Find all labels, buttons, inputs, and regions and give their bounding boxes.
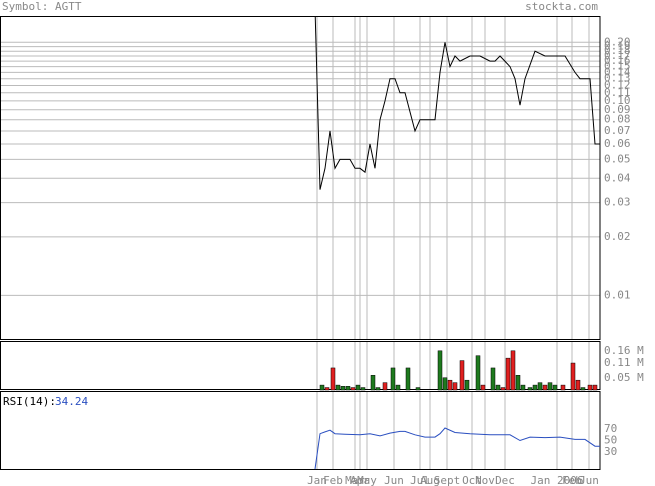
rsi-label: RSI(14): bbox=[3, 395, 56, 408]
volume-bar bbox=[415, 387, 421, 391]
y-tick-label: 0.16 bbox=[604, 54, 631, 67]
y-tick-label: 0.03 bbox=[604, 196, 631, 209]
volume-bar bbox=[405, 367, 411, 391]
volume-bar bbox=[560, 384, 566, 391]
volume-bar bbox=[324, 387, 330, 391]
volume-bar bbox=[532, 384, 538, 391]
volume-bar bbox=[587, 384, 593, 391]
y-tick-label: 0.11 bbox=[604, 86, 631, 99]
volume-bar bbox=[447, 379, 453, 391]
x-tick-label: Feb bbox=[562, 474, 582, 486]
y-tick-label: 0.19 bbox=[604, 40, 631, 53]
price-line bbox=[314, 16, 600, 190]
volume-bar bbox=[505, 357, 511, 391]
volume-bar bbox=[580, 387, 586, 391]
panel-border bbox=[0, 391, 601, 470]
y-tick-label: 0.01 bbox=[604, 288, 631, 301]
x-tick-label: Jul bbox=[410, 474, 430, 486]
x-tick-label: Nov bbox=[475, 474, 495, 486]
volume-bar bbox=[552, 384, 558, 391]
volume-bar bbox=[370, 375, 376, 391]
y-tick-label: 0.02 bbox=[604, 230, 631, 243]
y-tick-label: 0.18 bbox=[604, 44, 631, 57]
volume-bar bbox=[375, 387, 381, 391]
panel-border bbox=[0, 341, 601, 390]
y-tick-label: 0.07 bbox=[604, 124, 631, 137]
y-tick-label: 0.06 bbox=[604, 137, 631, 150]
volume-bar bbox=[510, 350, 516, 391]
volume-bar bbox=[345, 386, 351, 391]
x-tick-label: Dec bbox=[495, 474, 515, 486]
x-tick-label: Jun bbox=[384, 474, 404, 486]
volume-bar bbox=[459, 360, 465, 391]
volume-bar bbox=[382, 382, 388, 391]
volume-bar bbox=[360, 387, 366, 391]
y-tick-label: 70 bbox=[604, 422, 617, 435]
x-tick-label: May bbox=[357, 474, 377, 486]
panel-border bbox=[0, 16, 601, 340]
rsi-line bbox=[314, 427, 600, 470]
x-tick-label: Sept bbox=[434, 474, 461, 486]
y-tick-label: 50 bbox=[604, 434, 617, 447]
volume-bar bbox=[395, 384, 401, 391]
site: stockta.com bbox=[525, 0, 598, 13]
x-tick-label: Mar bbox=[345, 474, 365, 486]
volume-bar bbox=[542, 384, 548, 391]
volume-bar bbox=[547, 382, 553, 391]
y-tick-label: 30 bbox=[604, 445, 617, 458]
volume-bar bbox=[437, 350, 443, 391]
volume-bar bbox=[319, 384, 325, 391]
y-tick-label: 0.10 bbox=[604, 94, 631, 107]
y-tick-label: 0.17 bbox=[604, 49, 631, 62]
volume-bar bbox=[537, 382, 543, 391]
y-tick-label: 0.04 bbox=[604, 171, 631, 184]
volume-bar bbox=[520, 384, 526, 391]
x-tick-label: Jan 2006 bbox=[531, 474, 584, 486]
y-tick-label: 0.14 bbox=[604, 65, 631, 78]
x-tick-label: Oct bbox=[462, 474, 482, 486]
y-tick-label: 0.09 bbox=[604, 103, 631, 116]
y-tick-label: 0.13 bbox=[604, 72, 631, 85]
volume-bar bbox=[390, 367, 396, 391]
volume-bar bbox=[570, 362, 576, 391]
volume-bar bbox=[340, 386, 346, 391]
x-tick-label: Feb bbox=[323, 474, 343, 486]
volume-bar bbox=[490, 367, 496, 391]
volume-bar bbox=[575, 379, 581, 391]
x-tick-label: Jun bbox=[579, 474, 599, 486]
volume-bar bbox=[330, 367, 336, 391]
volume-bar bbox=[592, 384, 598, 391]
x-tick-label: Aug bbox=[420, 474, 440, 486]
volume-bar bbox=[527, 387, 533, 391]
y-tick-label: 0.05 M bbox=[604, 371, 644, 384]
volume-bar bbox=[442, 377, 448, 391]
volume-bar bbox=[515, 375, 521, 391]
y-tick-label: 0.05 bbox=[604, 152, 631, 165]
volume-bar bbox=[350, 387, 356, 391]
y-tick-label: 0.08 bbox=[604, 113, 631, 126]
x-tick-label: Jan bbox=[307, 474, 327, 486]
volume-bar bbox=[335, 384, 341, 391]
x-tick-label: Apr bbox=[350, 474, 370, 486]
volume-bar bbox=[495, 384, 501, 391]
volume-bar bbox=[475, 355, 481, 391]
y-tick-label: 0.20 bbox=[604, 35, 631, 48]
volume-bar bbox=[500, 387, 506, 391]
volume-bar bbox=[464, 379, 470, 391]
volume-bar bbox=[452, 382, 458, 391]
y-tick-label: 0.16 M bbox=[604, 344, 644, 357]
symbol: Symbol: AGTT bbox=[2, 0, 82, 13]
y-tick-label: 0.12 bbox=[604, 78, 631, 91]
y-tick-label: 0.15 bbox=[604, 60, 631, 73]
volume-bar bbox=[480, 384, 486, 391]
rsi-value: 34.24 bbox=[55, 395, 88, 408]
volume-bar bbox=[355, 384, 361, 391]
y-tick-label: 0.11 M bbox=[604, 356, 644, 369]
